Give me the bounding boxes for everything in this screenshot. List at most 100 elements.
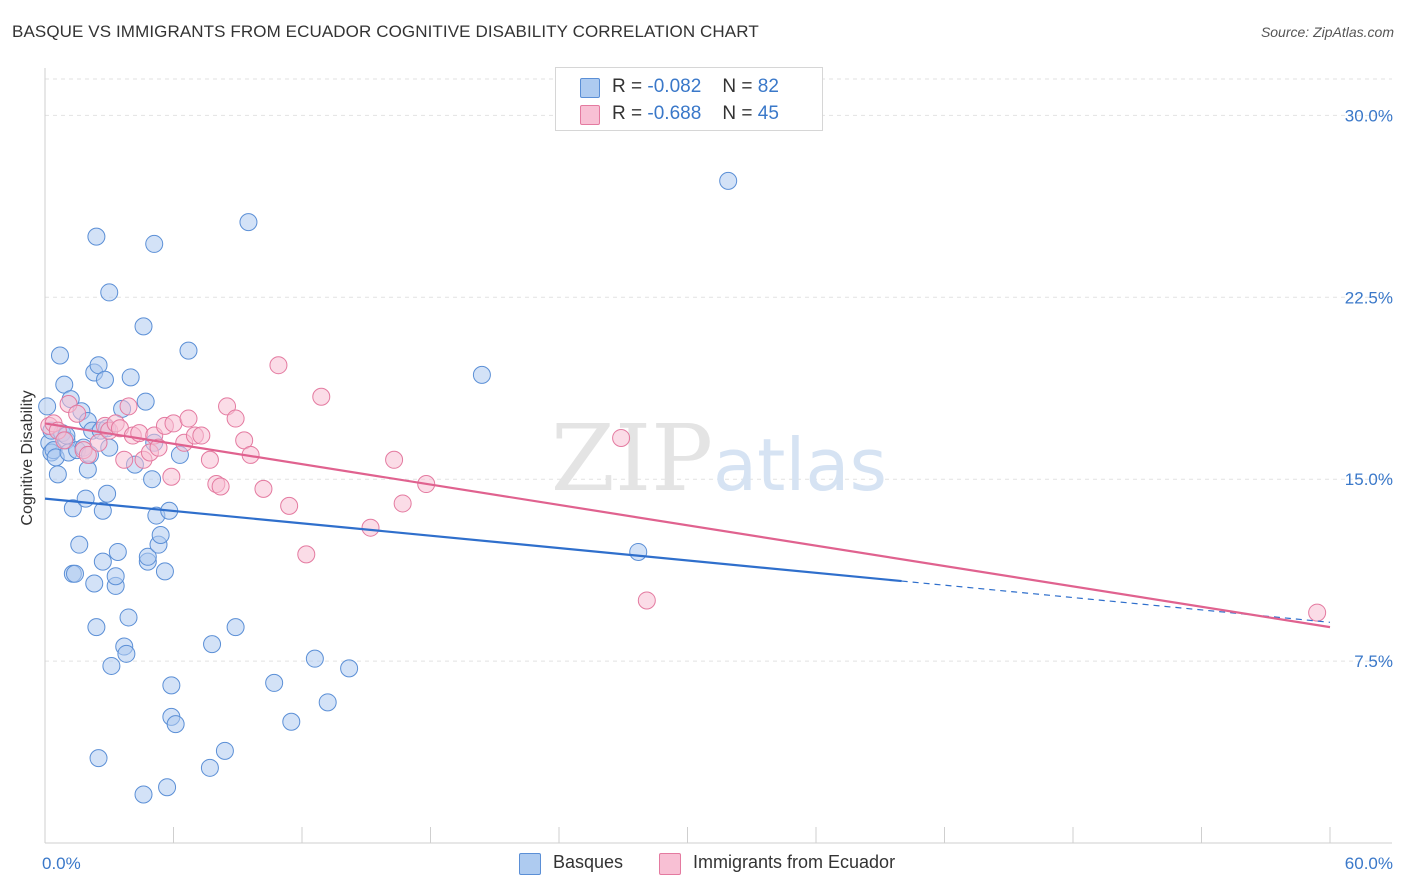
basques-point [38,397,57,416]
ecuador-point [115,450,134,469]
basques-point [239,213,258,232]
ecuador-point [612,428,631,447]
ecuador-point [78,445,97,464]
watermark: ZIP atlas [551,405,887,512]
basques-point [89,749,108,768]
ecuador-point [393,494,412,513]
watermark-zip: ZIP [551,405,713,512]
basques-point [136,392,155,411]
basques-point [162,676,181,695]
basques-point [215,741,234,760]
ecuador-points [40,356,1327,622]
ecuador-point [179,409,198,428]
basques-point [203,635,222,654]
x-tick-label: 60.0% [1345,854,1393,873]
legend-r-value: -0.688 [647,103,702,124]
basques-point [48,465,67,484]
basques-point [151,525,170,544]
ecuador-point [89,433,108,452]
legend-n-value: 45 [757,103,779,124]
tick-labels: 7.5% 15.0% 22.5% 30.0% 0.0% 60.0% [42,106,1393,873]
bottom-legend-swatch-ecuador [659,853,681,875]
basques-point [76,489,95,508]
y-tick-label: 22.5% [1345,288,1393,307]
basques-point [106,567,125,586]
bottom-legend-label-basques: Basques [553,852,624,872]
basques-point [155,562,174,581]
correlation-legend: R = -0.082 N = 82 R = -0.688 N = 45 [555,67,823,131]
basques-point [100,283,119,302]
ecuador-point [164,414,183,433]
basques-point [108,542,127,561]
y-tick-label: 7.5% [1354,652,1393,671]
y-tick-label: 30.0% [1345,106,1393,125]
basques-point [134,785,153,804]
basques-point [65,564,84,583]
basques-point [145,234,164,253]
basques-point [117,644,136,663]
ecuador-trend-line [44,422,1331,629]
basques-point [719,171,738,190]
ecuador-point [119,397,138,416]
ecuador-point [192,426,211,445]
basques-point [143,470,162,489]
ecuador-point [226,409,245,428]
basques-point [63,499,82,518]
bottom-legend-label-ecuador: Immigrants from Ecuador [693,852,896,872]
basques-point [87,227,106,246]
x-tick-label: 0.0% [42,854,81,873]
basques-point [50,346,69,365]
chart-title: BASQUE VS IMMIGRANTS FROM ECUADOR COGNIT… [12,22,759,41]
basques-point [93,501,112,520]
basques-point [340,659,359,678]
basques-point [138,547,157,566]
ecuador-point [1308,603,1327,622]
ecuador-point [361,518,380,537]
basques-points [38,171,738,804]
grid-lines [45,78,1392,662]
ecuador-point [637,591,656,610]
legend-r-value: -0.082 [647,76,702,97]
ecuador-point [149,438,168,457]
basques-point [282,712,301,731]
trend-lines [44,422,1331,629]
ecuador-point [200,450,219,469]
legend-swatch-ecuador [580,105,600,125]
y-tick-label: 15.0% [1345,470,1393,489]
basques-point [305,649,324,668]
legend-text-basques: R = -0.082 N = 82 [612,76,779,98]
basques-point [134,317,153,336]
ecuador-point [312,387,331,406]
legend-r-label: R = [612,103,643,124]
legend-n-label: N = [722,103,753,124]
ecuador-point [68,404,87,423]
basques-trend-extension [901,580,1331,623]
basques-point [93,552,112,571]
basques-point [166,715,185,734]
legend-swatch-basques [580,78,600,98]
ecuador-point [254,479,273,498]
basques-point [179,341,198,360]
ecuador-point [269,356,288,375]
basques-point [629,542,648,561]
basques-point [121,368,140,387]
basques-point [158,778,177,797]
basques-trend-line [44,497,902,583]
watermark-atlas: atlas [713,423,887,507]
legend-n-value: 82 [757,76,779,97]
basques-point [226,618,245,637]
legend-r-label: R = [612,76,643,97]
basques-point [87,618,106,637]
basques-point [70,535,89,554]
ecuador-point [211,477,230,496]
ecuador-point [280,496,299,515]
basques-point [98,484,117,503]
basques-point [200,758,219,777]
basques-point [102,656,121,675]
legend-text-ecuador: R = -0.688 N = 45 [612,103,779,125]
basques-point [119,608,138,627]
basques-point [318,693,337,712]
bottom-legend-swatch-basques [519,853,541,875]
basques-point [472,365,491,384]
